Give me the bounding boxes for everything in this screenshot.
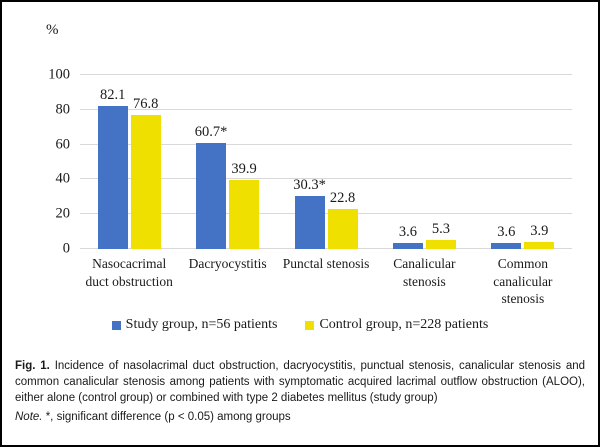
bar-groups: 82.1 76.8 60.7* 39.9 30.3* 22.8 3.6 5.3 3.6 3.9 (80, 75, 572, 249)
x-category-label: Nasocacrimal duct obstruction (85, 256, 173, 289)
figure-caption: Fig. 1. Incidence of nasolacrimal duct o… (15, 358, 585, 406)
y-tick-label: 80 (55, 101, 71, 118)
bar: 3.6 (491, 224, 522, 249)
x-category-label: Common canalicular stenosis (493, 256, 553, 307)
bar-value-label: 82.1 (100, 87, 126, 104)
note-text: *, significant difference (p < 0.05) amo… (45, 411, 291, 423)
x-category-label: Dacryocystitis (188, 256, 267, 271)
caption-fig-label: Fig. 1. (15, 360, 50, 372)
y-axis-unit-label: % (46, 22, 59, 38)
y-tick-label: 100 (48, 66, 70, 83)
bar-value-label: 30.3* (293, 177, 326, 194)
y-axis: 0 20 40 60 80 100 (2, 67, 71, 257)
bar-group: 60.7* 39.9 (178, 75, 276, 249)
bar-value-label: 3.6 (497, 223, 516, 240)
legend-item: Control group, n=228 patients (305, 317, 488, 333)
caption-text: Incidence of nasolacrimal duct obstructi… (15, 360, 586, 405)
y-tick-label: 20 (55, 205, 71, 222)
legend-swatch (305, 320, 315, 330)
bar: 60.7* (195, 124, 227, 249)
legend-label: Control group, n=228 patients (319, 317, 489, 332)
bar: 5.3 (425, 221, 456, 249)
bar-value-label: 60.7* (194, 124, 228, 141)
gridline (80, 108, 572, 110)
bar: 76.8 (130, 96, 161, 249)
bar-group: 82.1 76.8 (80, 75, 178, 249)
gridline (80, 178, 572, 180)
gridline (80, 143, 572, 145)
x-category-label: Punctal stenosis (282, 256, 370, 271)
figure-note: Note. *, significant difference (p < 0.0… (15, 411, 585, 423)
legend: Study group, n=56 patients Control group,… (2, 317, 598, 333)
gridline (80, 213, 572, 215)
bar-chart-plot-area: 82.1 76.8 60.7* 39.9 30.3* 22.8 3.6 5.3 3.6 3.9 (80, 74, 572, 249)
bar-value-label: 39.9 (231, 160, 257, 177)
bar: 82.1 (97, 87, 128, 249)
y-tick-label: 0 (62, 240, 70, 257)
x-category-label: Canalicular stenosis (393, 256, 456, 289)
bar: 3.6 (392, 224, 423, 249)
gridline (80, 248, 572, 249)
bar-group: 3.6 5.3 (375, 75, 473, 249)
legend-swatch (111, 320, 121, 330)
bar-value-label: 3.6 (398, 223, 417, 240)
bar-group: 30.3* 22.8 (277, 75, 375, 249)
y-tick-label: 60 (55, 136, 71, 153)
bar: 39.9 (229, 161, 260, 249)
bar-value-label: 22.8 (329, 190, 356, 207)
legend-item: Study group, n=56 patients (111, 317, 278, 333)
bar: 3.9 (524, 223, 555, 249)
note-label: Note. (15, 411, 43, 423)
bar-value-label: 3.9 (530, 223, 549, 240)
legend-label: Study group, n=56 patients (125, 317, 278, 332)
bar-value-label: 5.3 (431, 220, 450, 237)
bar-value-label: 76.8 (133, 96, 159, 113)
bar: 30.3* (293, 177, 326, 249)
y-tick-label: 40 (55, 170, 71, 187)
gridline (80, 74, 572, 75)
bar-group: 3.6 3.9 (474, 75, 572, 249)
x-axis-category-labels: Nasocacrimal duct obstruction Dacryocystit… (80, 255, 572, 308)
bar: 22.8 (327, 190, 358, 249)
